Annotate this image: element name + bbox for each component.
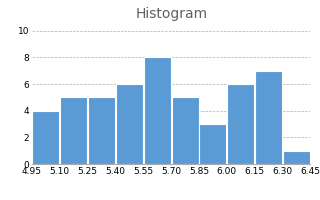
- Bar: [172, 97, 199, 164]
- Bar: [116, 84, 143, 164]
- Bar: [144, 57, 171, 164]
- Bar: [283, 151, 310, 164]
- Bar: [60, 97, 87, 164]
- Bar: [88, 97, 115, 164]
- Bar: [32, 111, 60, 164]
- Title: Histogram: Histogram: [135, 7, 207, 21]
- Bar: [199, 124, 227, 164]
- Bar: [227, 84, 254, 164]
- Bar: [255, 71, 282, 164]
